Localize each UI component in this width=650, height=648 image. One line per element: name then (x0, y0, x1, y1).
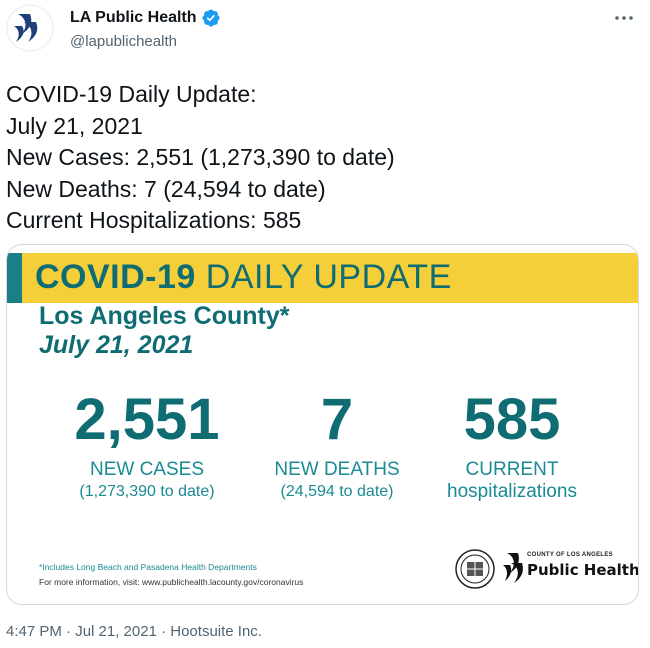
stat-value: 585 (463, 387, 561, 452)
tweet-text: COVID-19 Daily Update: July 21, 2021 New… (6, 79, 626, 237)
stat-sub: hospitalizations (447, 481, 577, 502)
more-options-icon[interactable] (610, 6, 638, 30)
tweet-line: Current Hospitalizations: 585 (6, 207, 302, 233)
stat-label: NEW DEATHS (274, 459, 400, 480)
banner-title-bold: COVID-19 (35, 258, 196, 296)
stat-value: 7 (320, 387, 354, 452)
stat-hospitalizations: 585 CURRENT hospitalizations (427, 389, 597, 503)
banner-title-rest: DAILY UPDATE (205, 258, 452, 296)
tweet-media-card[interactable]: COVID-19 DAILY UPDATE Los Angeles County… (6, 244, 639, 605)
logo-small-text: COUNTY OF LOS ANGELES (527, 552, 613, 558)
verified-badge-icon (201, 9, 220, 27)
stat-label: CURRENT (465, 459, 559, 480)
more-info: For more information, visit: www.publich… (39, 577, 304, 587)
county-seal-icon (455, 549, 495, 589)
stat-new-cases: 2,551 NEW CASES (1,273,390 to date) (47, 389, 247, 503)
tweet-line: COVID-19 Daily Update: (6, 81, 257, 107)
stat-new-deaths: 7 NEW DEATHS (24,594 to date) (262, 389, 412, 503)
tweet-line: New Cases: 2,551 (1,273,390 to date) (6, 144, 395, 170)
display-name[interactable]: LA Public Health (70, 9, 197, 26)
stat-sub: (24,594 to date) (280, 483, 394, 500)
stat-value: 2,551 (74, 387, 220, 452)
tweet-header: LA Public Health @lapublichealth (0, 0, 650, 64)
public-health-logo: COUNTY OF LOS ANGELES Public Health (501, 549, 638, 589)
stat-sub: (1,273,390 to date) (79, 483, 215, 500)
banner-title: COVID-19 DAILY UPDATE (35, 258, 452, 297)
tweet-line: New Deaths: 7 (24,594 to date) (6, 175, 326, 202)
la-public-health-logo-icon[interactable] (6, 4, 54, 52)
public-health-logo-icon (503, 553, 523, 583)
handle[interactable]: @lapublichealth (70, 33, 177, 50)
footnote: *Includes Long Beach and Pasadena Health… (39, 562, 257, 572)
banner-accent (7, 253, 22, 303)
stat-label: NEW CASES (89, 459, 205, 480)
county-name: Los Angeles County* (39, 302, 290, 330)
tweet-meta[interactable]: 4:47 PM · Jul 21, 2021 · Hootsuite Inc. (6, 623, 262, 640)
update-banner: COVID-19 DAILY UPDATE (7, 253, 638, 303)
logo-big-text: Public Health (527, 561, 639, 579)
tweet-line: July 21, 2021 (6, 112, 143, 139)
update-date: July 21, 2021 (39, 331, 194, 359)
